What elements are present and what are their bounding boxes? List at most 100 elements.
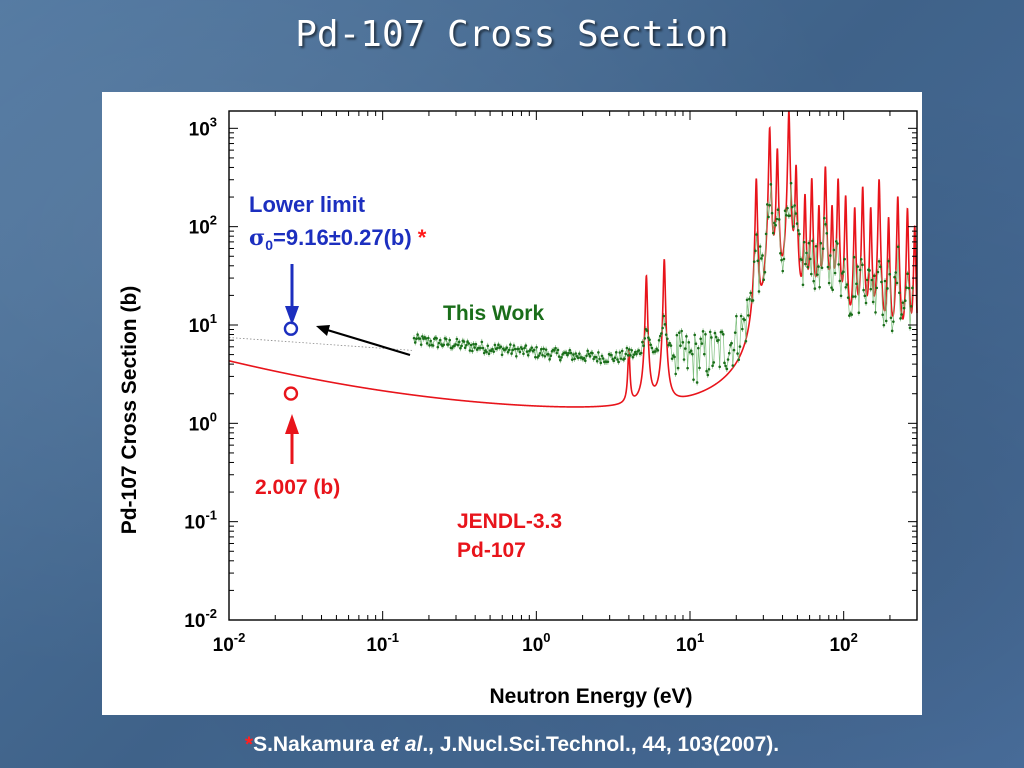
this-work-point xyxy=(610,353,613,357)
this-work-point xyxy=(585,354,588,358)
this-work-point xyxy=(836,242,839,245)
this-work-point xyxy=(664,333,668,336)
this-work-point xyxy=(807,241,811,245)
this-work-point xyxy=(793,204,796,207)
lower-limit-title: Lower limit xyxy=(249,192,366,217)
this-work-point xyxy=(658,334,662,338)
y-tick-label: 10-1 xyxy=(184,508,217,534)
this-work-point xyxy=(537,354,541,357)
this-work-point xyxy=(686,366,689,370)
this-work-point xyxy=(830,286,833,289)
this-work-point xyxy=(412,336,416,340)
this-work-point xyxy=(710,336,713,339)
this-work-point xyxy=(491,347,494,351)
this-work-point xyxy=(876,270,880,274)
this-work-point xyxy=(613,356,617,360)
this-work-point xyxy=(855,282,858,286)
this-work-point xyxy=(616,358,619,361)
this-work-point xyxy=(692,378,695,381)
this-work-point xyxy=(818,285,821,289)
x-tick-label: 10-1 xyxy=(366,630,399,656)
this-work-point xyxy=(469,343,473,347)
this-work-point xyxy=(459,346,462,350)
this-work-point xyxy=(721,333,725,336)
this-work-point xyxy=(736,352,739,355)
this-work-point xyxy=(673,355,676,359)
this-work-point xyxy=(566,353,569,357)
this-work-point xyxy=(809,272,813,276)
this-work-point xyxy=(645,329,649,332)
this-work-point xyxy=(892,320,895,323)
this-work-point xyxy=(762,278,766,282)
this-work-point xyxy=(492,350,496,353)
this-work-point xyxy=(770,211,774,215)
this-work-point xyxy=(572,353,575,356)
this-work-point xyxy=(456,343,460,347)
this-work-point xyxy=(472,342,475,346)
this-work-point xyxy=(497,343,500,347)
citation-rest: ., J.Nucl.Sci.Technol., 44, 103(2007). xyxy=(422,733,780,756)
this-work-point xyxy=(676,366,680,370)
this-work-point xyxy=(893,275,896,279)
this-work-point xyxy=(873,274,876,278)
this-work-point xyxy=(547,352,550,356)
this-work-point xyxy=(467,342,471,345)
this-work-point xyxy=(713,331,717,335)
this-work-point xyxy=(895,281,899,285)
this-work-point xyxy=(460,344,463,348)
this-work-point xyxy=(506,350,510,354)
slide-title: Pd-107 Cross Section xyxy=(295,14,729,55)
this-work-point xyxy=(462,340,466,343)
this-work-point xyxy=(674,372,678,376)
this-work-point xyxy=(660,332,663,335)
this-work-point xyxy=(548,358,551,361)
this-work-point xyxy=(454,343,457,346)
this-work-point xyxy=(781,269,785,273)
this-work-point xyxy=(606,360,610,364)
this-work-point xyxy=(711,364,714,368)
this-work-point xyxy=(666,337,669,341)
this-work-point xyxy=(859,257,863,261)
this-work-point xyxy=(687,341,691,344)
this-work-point xyxy=(598,357,601,361)
this-work-point xyxy=(578,352,581,355)
this-work-point xyxy=(689,349,693,352)
this-work-point xyxy=(705,369,708,373)
this-work-point xyxy=(542,347,545,351)
y-tick-label: 100 xyxy=(189,409,217,435)
this-work-point xyxy=(698,366,701,370)
this-work-point xyxy=(874,311,877,314)
this-work-point xyxy=(509,343,512,346)
jendl-label-line1: JENDL-3.3 xyxy=(457,510,562,533)
this-work-point xyxy=(737,358,741,362)
this-work-point xyxy=(908,326,912,330)
this-work-point xyxy=(795,222,799,225)
marker-lower-limit xyxy=(283,321,299,336)
this-work-point xyxy=(586,349,589,353)
this-work-point xyxy=(838,279,842,283)
this-work-point xyxy=(903,299,907,302)
this-work-point xyxy=(729,343,732,347)
this-work-point xyxy=(425,342,429,345)
this-work-point xyxy=(823,216,826,220)
this-work-point xyxy=(760,257,763,260)
this-work-point xyxy=(543,354,547,358)
this-work-point xyxy=(570,358,574,361)
this-work-point xyxy=(648,338,651,342)
this-work-arrow-head xyxy=(316,325,330,336)
this-work-point xyxy=(735,314,738,318)
this-work-point xyxy=(764,232,768,236)
this-work-point xyxy=(733,331,737,334)
this-work-point xyxy=(877,260,881,263)
this-work-point xyxy=(718,365,722,369)
this-work-point xyxy=(779,251,782,255)
this-work-point xyxy=(643,337,647,340)
this-work-point xyxy=(482,351,486,355)
this-work-point xyxy=(899,317,902,320)
this-work-point xyxy=(424,337,428,340)
citation-star: * xyxy=(244,733,254,756)
this-work-point xyxy=(597,351,600,354)
this-work-point xyxy=(515,354,518,358)
this-work-point xyxy=(535,345,538,349)
this-work-point xyxy=(675,333,679,337)
